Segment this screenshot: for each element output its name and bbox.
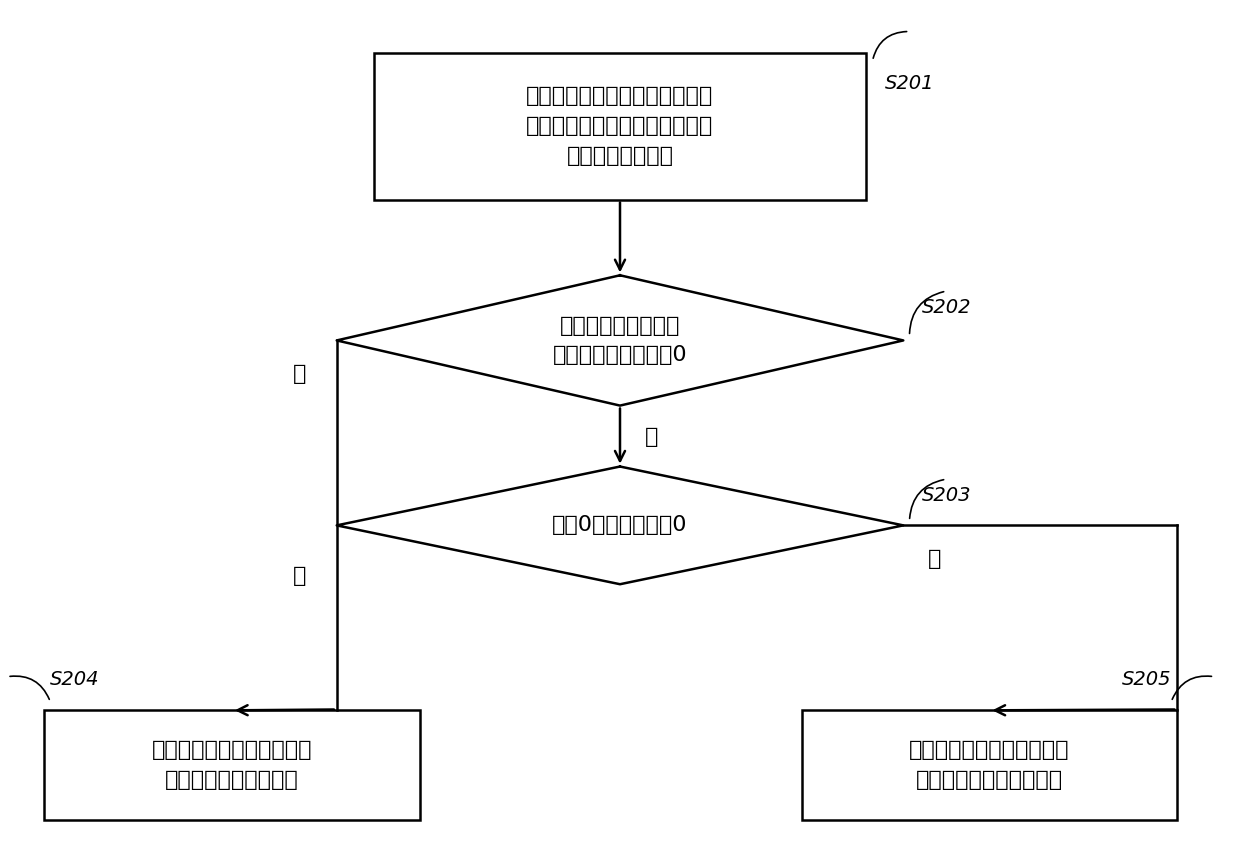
Text: S201: S201 — [885, 74, 934, 93]
Text: 确定目标跳转指令将要执行
的跳转为最后一次跳转: 确定目标跳转指令将要执行 的跳转为最后一次跳转 — [151, 740, 312, 790]
Text: 是: 是 — [293, 364, 306, 384]
Text: S203: S203 — [921, 486, 971, 505]
Text: 确定目标跳转指令将要执行
的跳转不是最后一次跳转: 确定目标跳转指令将要执行 的跳转不是最后一次跳转 — [909, 740, 1070, 790]
Bar — [45, 711, 420, 819]
Text: S204: S204 — [51, 671, 100, 689]
Text: 剩余跳转次数与单次
跳转步长的差是否为0: 剩余跳转次数与单次 跳转步长的差是否为0 — [553, 316, 687, 365]
Text: 否: 否 — [645, 426, 658, 447]
Text: 根据目标跳转指令连续两次跳转
分别对应的剩余跳转次数，计算
得到单次跳转步长: 根据目标跳转指令连续两次跳转 分别对应的剩余跳转次数，计算 得到单次跳转步长 — [526, 87, 714, 166]
Bar — [373, 53, 867, 200]
Bar — [802, 711, 1177, 819]
Text: S202: S202 — [921, 298, 971, 318]
Text: 否: 否 — [293, 565, 306, 586]
Text: 是: 是 — [928, 549, 941, 569]
Text: 不为0的差是否大于0: 不为0的差是否大于0 — [552, 515, 688, 536]
Text: S205: S205 — [1122, 671, 1171, 689]
